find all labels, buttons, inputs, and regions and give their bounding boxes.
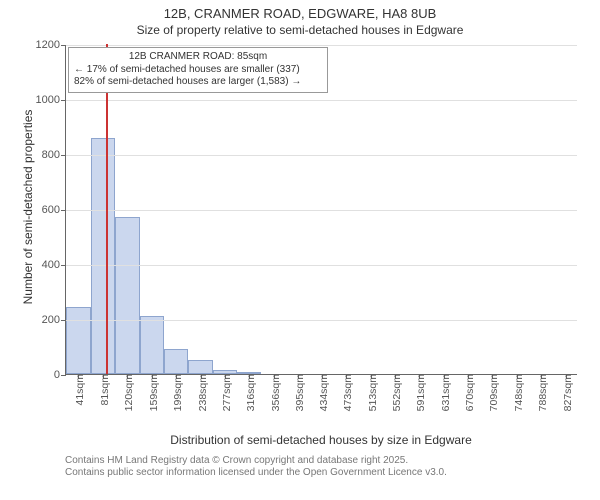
annotation-line2: 82% of semi-detached houses are larger (… bbox=[74, 76, 322, 89]
histogram-bar bbox=[188, 360, 213, 374]
x-tick-label: 81sqm bbox=[95, 374, 111, 406]
x-tick-label: 434sqm bbox=[314, 374, 330, 411]
grid-line bbox=[66, 100, 577, 101]
histogram-bar bbox=[91, 138, 115, 375]
annotation-header: 12B CRANMER ROAD: 85sqm bbox=[74, 51, 322, 64]
y-tick-label: 0 bbox=[54, 369, 66, 381]
x-tick-label: 238sqm bbox=[193, 374, 209, 411]
y-tick-label: 800 bbox=[42, 149, 66, 161]
y-tick-label: 1200 bbox=[36, 39, 66, 51]
x-tick-label: 356sqm bbox=[266, 374, 282, 411]
x-tick-label: 41sqm bbox=[70, 374, 86, 406]
x-tick-label: 552sqm bbox=[387, 374, 403, 411]
x-tick-label: 709sqm bbox=[484, 374, 500, 411]
y-tick-label: 200 bbox=[42, 314, 66, 326]
x-tick-label: 473sqm bbox=[338, 374, 354, 411]
reference-marker-line bbox=[106, 44, 108, 374]
x-tick-label: 788sqm bbox=[533, 374, 549, 411]
credits: Contains HM Land Registry data © Crown c… bbox=[65, 455, 447, 479]
grid-line bbox=[66, 265, 577, 266]
credits-line2: Contains public sector information licen… bbox=[65, 467, 447, 479]
x-tick-label: 159sqm bbox=[144, 374, 160, 411]
x-tick-label: 395sqm bbox=[290, 374, 306, 411]
chart-container: { "chart": { "type": "histogram", "title… bbox=[0, 0, 600, 500]
x-tick-label: 316sqm bbox=[241, 374, 257, 411]
plot-area: 020040060080010001200 41sqm81sqm120sqm15… bbox=[65, 45, 577, 375]
grid-line bbox=[66, 210, 577, 211]
histogram-bar bbox=[164, 349, 188, 374]
x-tick-label: 120sqm bbox=[119, 374, 135, 411]
x-tick-label: 513sqm bbox=[363, 374, 379, 411]
x-tick-label: 670sqm bbox=[460, 374, 476, 411]
histogram-bar bbox=[115, 217, 140, 374]
credits-line1: Contains HM Land Registry data © Crown c… bbox=[65, 455, 447, 467]
x-axis-label: Distribution of semi-detached houses by … bbox=[65, 433, 577, 447]
chart-subtitle: Size of property relative to semi-detach… bbox=[0, 21, 600, 37]
grid-line bbox=[66, 320, 577, 321]
x-tick-label: 631sqm bbox=[436, 374, 452, 411]
histogram-bar bbox=[140, 316, 164, 374]
y-tick-label: 1000 bbox=[36, 94, 66, 106]
y-tick-label: 400 bbox=[42, 259, 66, 271]
histogram-bar bbox=[66, 307, 91, 374]
x-tick-label: 199sqm bbox=[168, 374, 184, 411]
x-tick-label: 748sqm bbox=[509, 374, 525, 411]
x-tick-label: 591sqm bbox=[411, 374, 427, 411]
annotation-box: 12B CRANMER ROAD: 85sqm ← 17% of semi-de… bbox=[68, 47, 328, 93]
y-axis-label: Number of semi-detached properties bbox=[21, 97, 35, 317]
y-tick-label: 600 bbox=[42, 204, 66, 216]
x-tick-label: 827sqm bbox=[558, 374, 574, 411]
annotation-line1: ← 17% of semi-detached houses are smalle… bbox=[74, 64, 322, 77]
chart-title: 12B, CRANMER ROAD, EDGWARE, HA8 8UB bbox=[0, 0, 600, 21]
x-tick-label: 277sqm bbox=[217, 374, 233, 411]
grid-line bbox=[66, 45, 577, 46]
grid-line bbox=[66, 155, 577, 156]
